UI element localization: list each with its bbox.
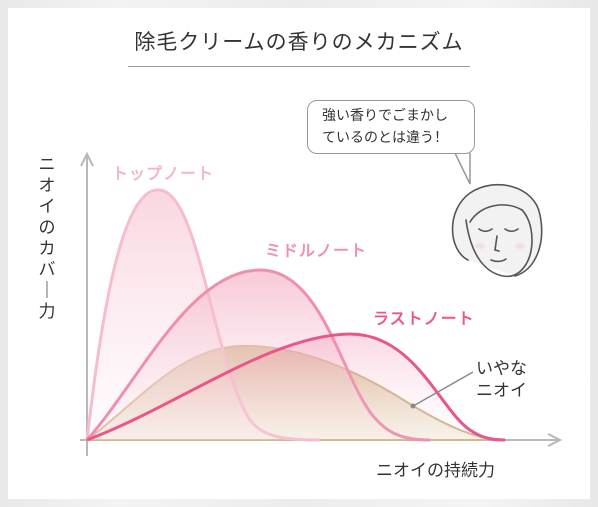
- y-axis-arrow: [80, 151, 94, 167]
- speech-bubble: 強い香りでごまかし ているのとは違う！: [307, 100, 475, 154]
- speech-bubble-line2: ているのとは違う！: [322, 130, 448, 146]
- y-axis-label-char: カ: [38, 239, 56, 259]
- y-axis-label-char: ｜: [38, 281, 56, 301]
- bad-smell-label: いやな ニオイ: [476, 358, 527, 402]
- bad-smell-label-line2: ニオイ: [476, 381, 527, 401]
- speech-bubble-tail: [454, 152, 471, 185]
- bad-smell-label-line1: いやな: [476, 359, 527, 379]
- top-note-label: トップノート: [112, 164, 215, 183]
- woman-face-illustration: [451, 183, 543, 278]
- bad-smell-pointer-dot: [410, 403, 416, 409]
- y-axis-label-char: イ: [38, 197, 56, 217]
- diagram-title: 除毛クリームの香りのメカニズム: [134, 30, 464, 54]
- last-note-label: ラストノート: [373, 309, 475, 328]
- y-axis-label-char: オ: [38, 176, 56, 196]
- y-axis-label-char: の: [38, 218, 56, 238]
- x-axis-label: ニオイの持続力: [376, 461, 495, 481]
- y-axis-label-text: ニオイのカバ｜力: [36, 155, 58, 323]
- y-axis-label: ニオイのカバ｜力: [36, 155, 58, 323]
- last-note-curve: [86, 332, 506, 442]
- y-axis-label-char: 力: [38, 302, 56, 322]
- title-underline: [128, 66, 470, 67]
- y-axis-label-char: バ: [38, 260, 56, 280]
- bad-smell-pointer: [414, 371, 474, 406]
- middle-note-label: ミドルノート: [265, 241, 368, 260]
- x-axis-arrow: [547, 433, 563, 447]
- speech-bubble-line1: 強い香りでごまかし: [322, 108, 448, 124]
- y-axis-label-char: ニ: [38, 155, 56, 175]
